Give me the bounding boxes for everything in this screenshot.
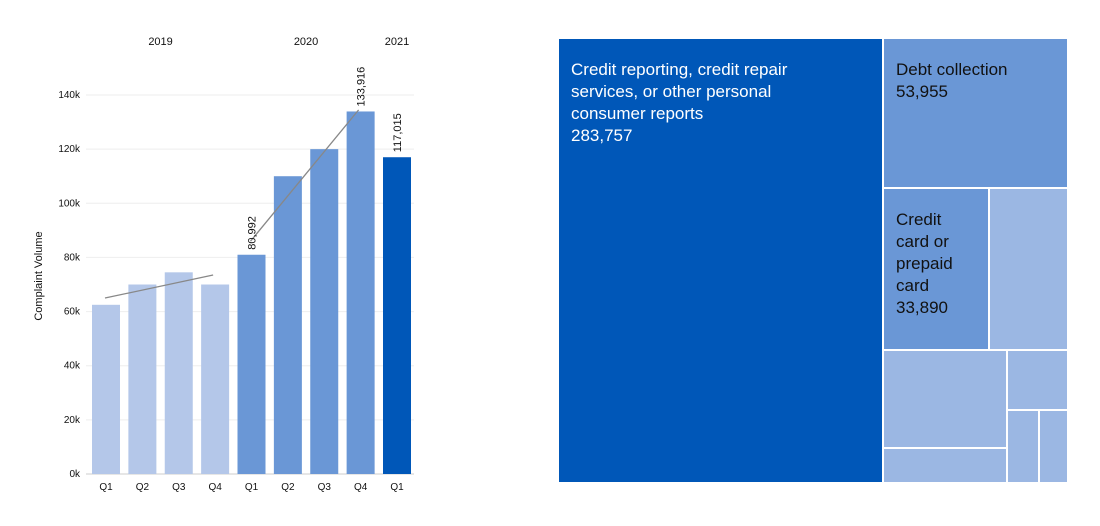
x-tick-label: Q1 xyxy=(245,482,259,493)
bar-value-label: 117,015 xyxy=(392,113,404,152)
trend-line xyxy=(104,274,214,299)
y-tick-label: 100k xyxy=(58,198,81,209)
y-tick-label: 140k xyxy=(58,90,81,101)
x-tick-label: Q4 xyxy=(354,482,368,493)
treemap-cell-unlabeled xyxy=(883,350,1007,448)
treemap-cell-unlabeled xyxy=(1007,350,1068,410)
bar-2019-q2 xyxy=(128,284,157,474)
treemap-category-text: card or xyxy=(896,232,949,251)
bar-2021-q1 xyxy=(383,157,411,474)
y-tick-label: 120k xyxy=(58,144,81,155)
x-tick-label: Q4 xyxy=(208,482,222,493)
y-axis-title: Complaint Volume xyxy=(33,231,45,320)
bar-2019-q1 xyxy=(92,304,120,474)
y-tick-label: 0k xyxy=(69,469,81,480)
bar-2020-q3 xyxy=(310,149,339,474)
treemap-category-text: consumer reports xyxy=(571,104,704,123)
treemap-category-text: prepaid xyxy=(896,254,953,273)
treemap-category-text: Credit reporting, credit repair xyxy=(571,60,788,79)
bar-2020-q1 xyxy=(237,254,266,474)
y-tick-label: 20k xyxy=(64,415,81,426)
x-tick-label: Q2 xyxy=(281,482,295,493)
treemap-cell-unlabeled xyxy=(883,448,1007,483)
x-tick-label: Q1 xyxy=(390,482,404,493)
year-label-2019: 2019 xyxy=(148,36,172,48)
year-label-2021: 2021 xyxy=(385,36,409,48)
labels: 0k 20k 40k 60k 80k 100k 120k 140k Q1 Q2 Q3 Q4 Q1 80,9… xyxy=(58,36,409,493)
treemap-value-text: 53,955 xyxy=(896,82,948,101)
x-tick-label: Q3 xyxy=(172,482,186,493)
x-tick-label: Q3 xyxy=(318,482,332,493)
y-tick-label: 60k xyxy=(64,307,81,318)
bar-2020-q4 xyxy=(346,111,375,474)
y-tick-label: 80k xyxy=(64,252,81,263)
treemap-cell-label: Debt collection 53,955 xyxy=(896,59,1008,103)
year-label-2020: 2020 xyxy=(294,36,318,48)
bar-2019-q4 xyxy=(201,284,230,474)
treemap-cell-credit-reporting-credit-repair-services-or-other-personal-consumer-reports: Credit reporting, credit repair services,… xyxy=(558,38,883,483)
bar-2019-q3 xyxy=(164,272,193,474)
bar-value-label: 80,992 xyxy=(247,216,259,250)
trend-lines xyxy=(104,109,360,299)
treemap-cell-label: Credit reporting, credit repair services,… xyxy=(571,59,787,147)
trend-line xyxy=(249,109,360,242)
treemap-cell-unlabeled xyxy=(1007,410,1039,483)
x-tick-label: Q1 xyxy=(99,482,113,493)
complaint-product-treemap: Credit reporting, credit repair services,… xyxy=(558,38,1068,483)
bar-value-label: 133,916 xyxy=(356,67,368,107)
bars xyxy=(92,111,411,474)
treemap-cell-unlabeled xyxy=(1039,410,1068,483)
treemap-cell-label: Credit card or prepaid card 33,890 xyxy=(896,209,953,319)
treemap-category-text: services, or other personal xyxy=(571,82,772,101)
bar-2020-q2 xyxy=(273,176,302,474)
treemap-value-text: 283,757 xyxy=(571,126,633,145)
treemap-value-text: 33,890 xyxy=(896,298,948,317)
treemap-category-text: Credit xyxy=(896,210,942,229)
x-tick-label: Q2 xyxy=(136,482,150,493)
complaint-volume-bar-chart: 0k 20k 40k 60k 80k 100k 120k 140k Q1 Q2 Q3 Q4 Q1 80,9… xyxy=(33,36,414,493)
treemap-cell-unlabeled xyxy=(989,188,1068,350)
treemap-category-text: card xyxy=(896,276,930,295)
treemap-category-text: Debt collection xyxy=(896,60,1008,79)
treemap-cell-debt-collection: Debt collection 53,955 xyxy=(883,38,1068,188)
treemap-cell-credit-card-or-prepaid-card: Credit card or prepaid card 33,890 xyxy=(883,188,989,350)
y-tick-label: 40k xyxy=(64,361,81,372)
